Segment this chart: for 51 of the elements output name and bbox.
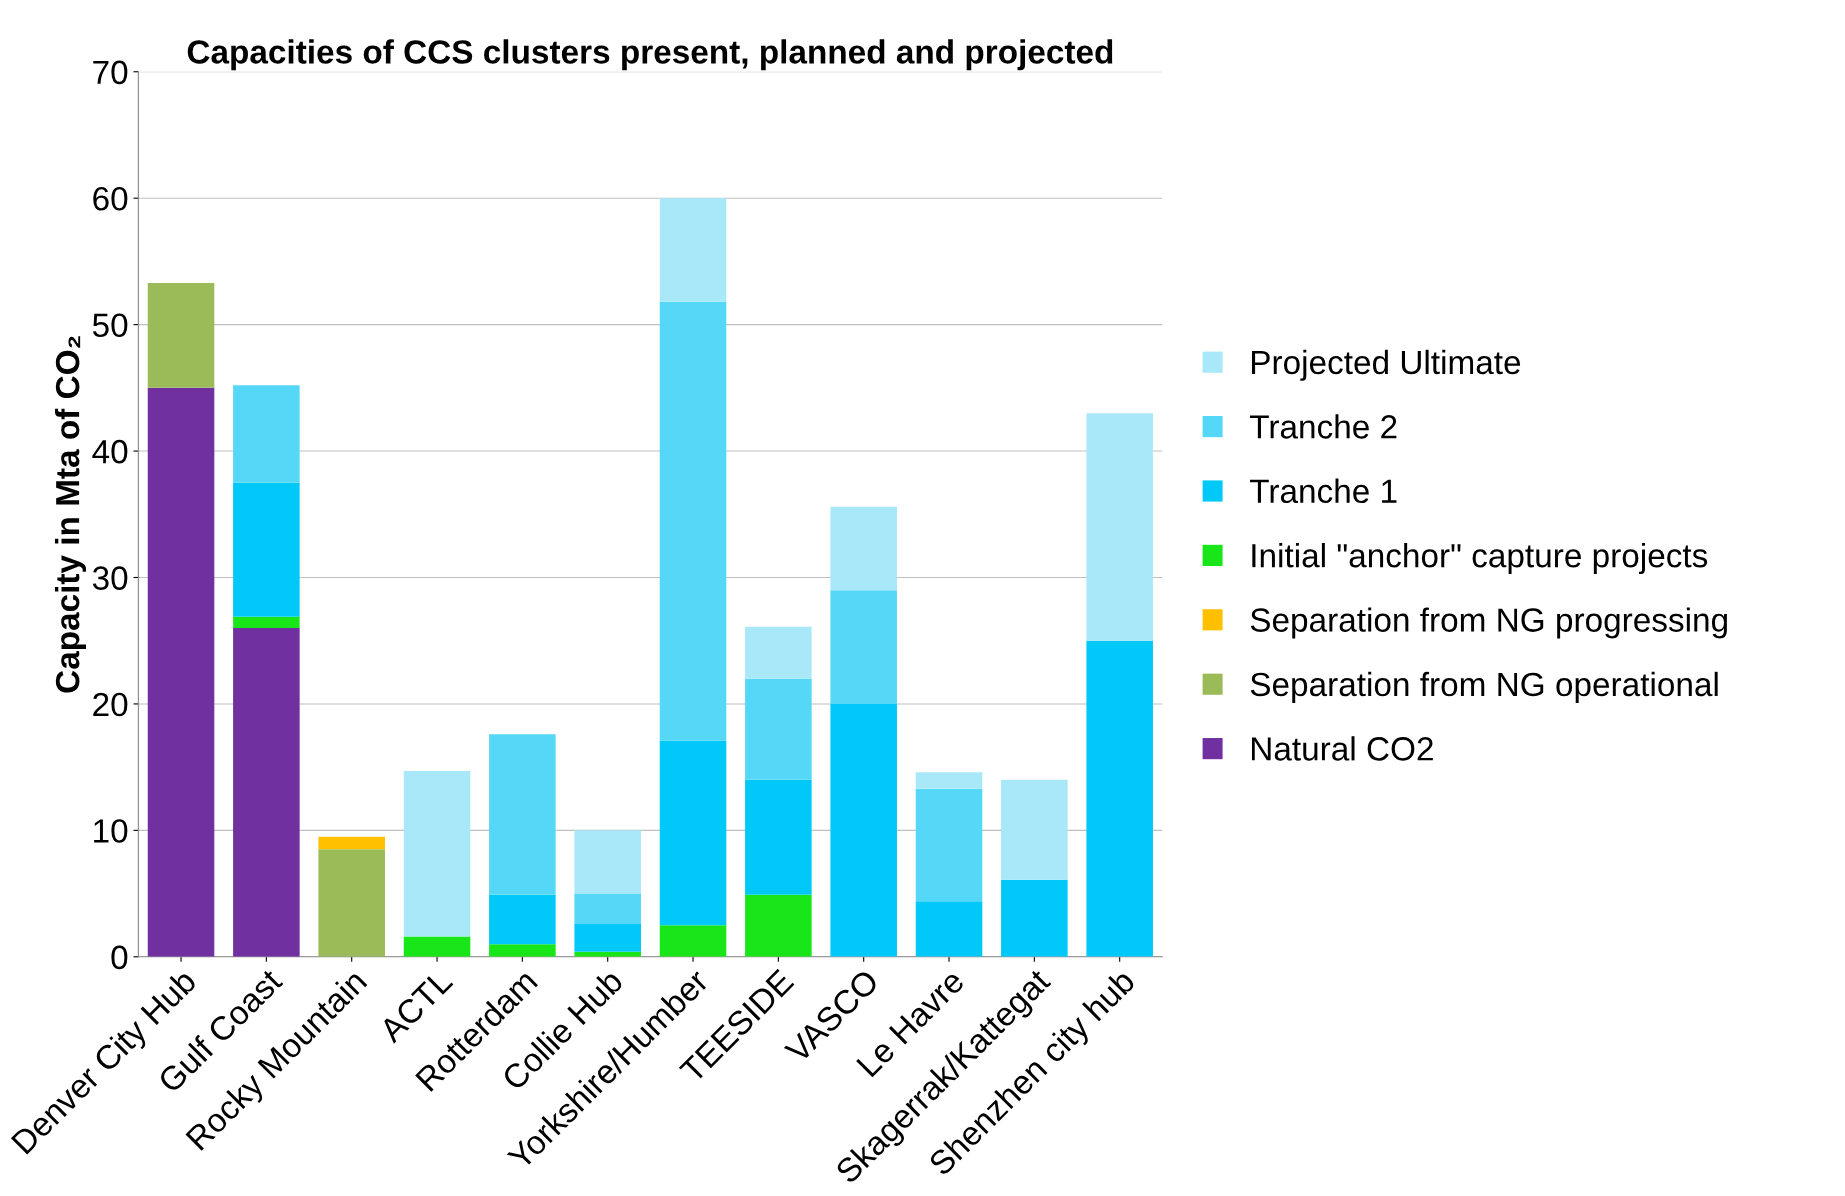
bar xyxy=(147,387,215,957)
bar xyxy=(1001,779,1068,880)
bar xyxy=(1086,640,1153,957)
bar xyxy=(830,703,897,957)
legend-label: Tranche 1 xyxy=(1250,478,1397,504)
y-tick-label: 20 xyxy=(93,692,128,717)
chart-title: Capacities of CCS clusters present, planned and projected xyxy=(187,39,1113,71)
bar xyxy=(1086,413,1153,641)
legend-label: Natural CO2 xyxy=(1251,736,1433,761)
bar xyxy=(659,740,727,926)
bar xyxy=(233,385,300,483)
bar xyxy=(233,482,300,617)
bar xyxy=(574,830,641,894)
bar xyxy=(915,772,983,789)
bar xyxy=(830,590,897,704)
bar xyxy=(745,894,812,957)
bar xyxy=(745,626,812,679)
y-tick-label: 70 xyxy=(93,60,128,85)
bar xyxy=(659,301,727,741)
y-tick-label: 50 xyxy=(92,313,128,338)
bar xyxy=(745,678,812,780)
bar xyxy=(745,779,812,895)
legend-label: Separation from NG operational xyxy=(1250,671,1718,703)
bar xyxy=(574,923,641,952)
bar xyxy=(318,849,385,957)
y-tick-label: 60 xyxy=(93,187,128,211)
bar xyxy=(830,506,897,591)
legend-label: Separation from NG progressing xyxy=(1250,607,1727,639)
bar xyxy=(233,616,300,629)
bar xyxy=(1001,879,1068,957)
y-tick-label: 40 xyxy=(92,439,128,464)
bar xyxy=(489,734,556,895)
bar xyxy=(489,894,556,945)
bar xyxy=(233,628,300,957)
y-tick-label: 30 xyxy=(92,566,128,590)
bar xyxy=(915,901,983,957)
bar xyxy=(403,770,471,937)
y-tick-label: 0 xyxy=(111,945,128,970)
legend-label: Projected Ultimate xyxy=(1251,349,1521,381)
bar xyxy=(574,893,641,924)
bar xyxy=(915,788,983,902)
bar xyxy=(318,836,385,850)
bar xyxy=(659,925,727,957)
y-axis-title: Capacity in Mta of CO₂ xyxy=(54,336,87,693)
bar xyxy=(659,198,727,302)
y-tick-label: 10 xyxy=(94,819,128,843)
legend-label: Tranche 2 xyxy=(1250,414,1397,439)
bar xyxy=(489,944,556,957)
bar xyxy=(403,936,471,957)
bar xyxy=(147,282,215,388)
legend-label: Initial "anchor" capture projects xyxy=(1252,543,1708,575)
